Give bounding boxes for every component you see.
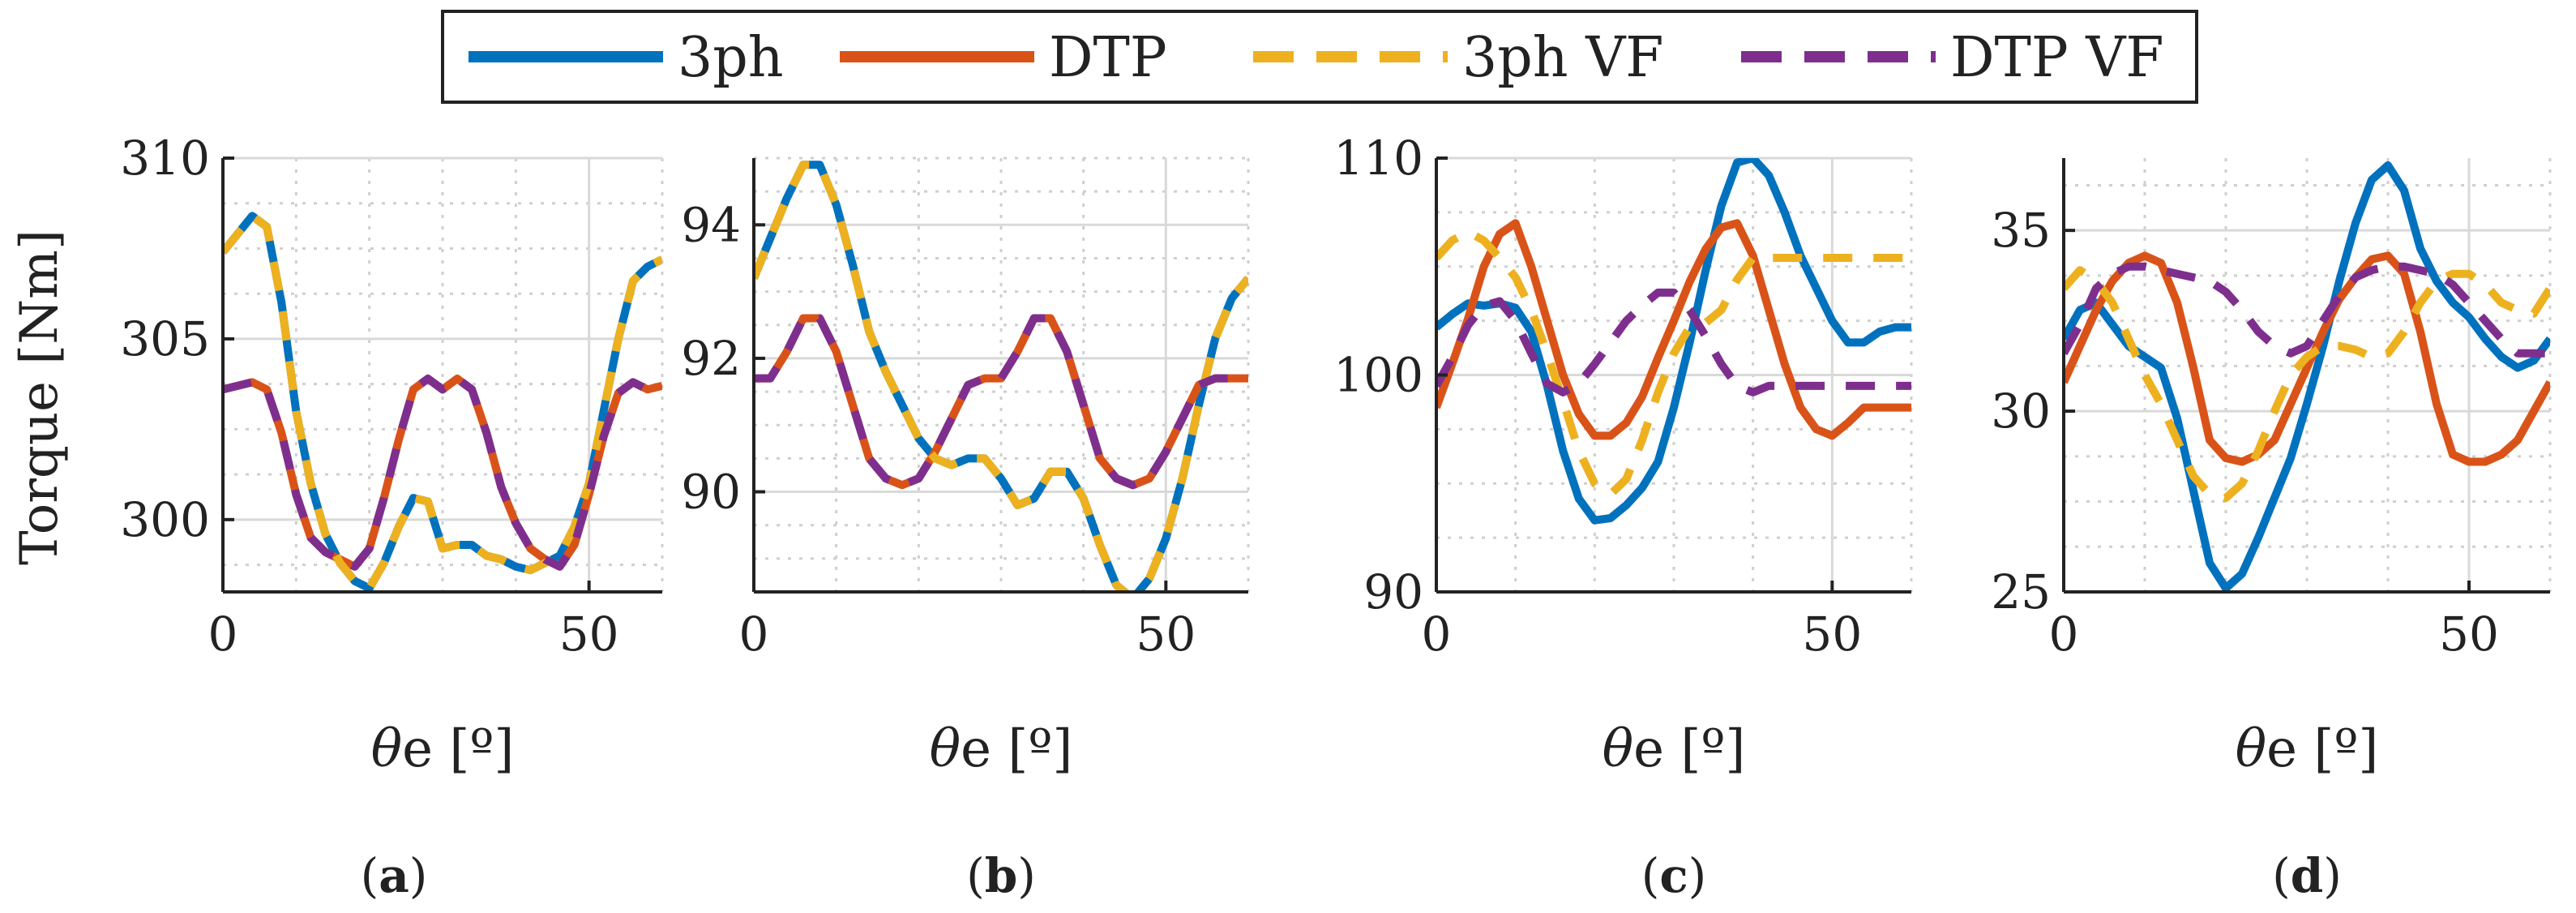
- y-tick-label: 100: [1333, 348, 1423, 403]
- legend-label-3ph: 3ph: [678, 26, 784, 90]
- x-axis-title-symbol: θ: [371, 719, 403, 779]
- series-line-dtp-vf: [754, 314, 1248, 490]
- y-tick-label: 25: [1991, 564, 2051, 619]
- panel-label: (d): [2272, 848, 2342, 903]
- series-line-3ph: [1436, 158, 1911, 525]
- panel-label-close: ): [1688, 848, 1707, 903]
- legend-label-dtp: DTP: [1049, 26, 1167, 90]
- y-tick-label: 90: [681, 465, 741, 520]
- y-tick-label: 94: [681, 197, 741, 252]
- y-axis-title: Torque [Nm]: [10, 229, 70, 565]
- x-axis-title: θe [º]: [2236, 719, 2379, 779]
- series-line-dtp: [2064, 251, 2550, 466]
- x-axis-title: θe [º]: [930, 719, 1073, 779]
- y-tick-label: 310: [120, 131, 210, 186]
- panel-label-letter: c: [1659, 848, 1688, 903]
- x-axis-title-rest: e [º]: [402, 719, 514, 779]
- panel-label: (b): [966, 848, 1036, 903]
- x-tick-label: 50: [1136, 607, 1196, 662]
- panel-label-letter: a: [379, 848, 409, 903]
- panel-label-close: ): [2323, 848, 2342, 903]
- series-line-3ph-vf: [1436, 228, 1911, 499]
- panel-a: 0 50 300 305 310 θe [º] (a): [120, 131, 664, 903]
- legend-label-dtp-vf: DTP VF: [1950, 26, 2164, 90]
- y-tick-label: 35: [1991, 203, 2051, 258]
- series-group: [2064, 161, 2550, 592]
- panel-b: 0 50 90 92 94 θe [º] (b): [681, 156, 1250, 903]
- y-tick-label: 30: [1991, 384, 2051, 439]
- x-axis-title-symbol: θ: [1603, 719, 1634, 779]
- series-line-dtp-vf: [1436, 288, 1911, 396]
- panel-label-close: ): [409, 848, 428, 903]
- panel-d: 0 50 25 30 35 θe [º] (d): [1991, 158, 2552, 903]
- x-tick-label: 0: [1422, 607, 1452, 662]
- x-tick-label: 0: [739, 607, 769, 662]
- panel-label-open: (: [2272, 848, 2291, 903]
- panel-label-open: (: [361, 848, 379, 903]
- x-axis-title-symbol: θ: [2236, 719, 2267, 779]
- series-group: [223, 212, 662, 592]
- x-tick-label: 50: [559, 607, 619, 662]
- series-line-dtp-vf: [223, 375, 662, 571]
- panel-label: (a): [361, 848, 428, 903]
- x-axis-title-rest: e [º]: [2266, 719, 2378, 779]
- panel-c: 0 50 90 100 110 θe [º] (c): [1333, 131, 1913, 903]
- series-line-3ph-vf: [2064, 266, 2550, 503]
- panel-label-letter: d: [2291, 848, 2324, 903]
- x-axis-title-symbol: θ: [930, 719, 961, 779]
- series-line-dtp: [1436, 219, 1911, 440]
- panel-label-open: (: [1641, 848, 1660, 903]
- y-tick-label: 300: [120, 492, 210, 547]
- y-tick-label: 90: [1363, 564, 1423, 619]
- x-tick-label: 0: [208, 607, 238, 662]
- series-group: [754, 161, 1248, 592]
- legend: 3ph DTP 3ph VF DTP VF: [441, 10, 2198, 104]
- panel-label-open: (: [966, 848, 985, 903]
- x-axis-title: θe [º]: [371, 719, 515, 779]
- series-group: [1436, 158, 1911, 525]
- x-tick-label: 50: [2439, 607, 2499, 662]
- x-axis-title-rest: e [º]: [1633, 719, 1745, 779]
- panel-label-close: ): [1017, 848, 1036, 903]
- panel-label-letter: b: [985, 848, 1018, 903]
- series-line-dtp-vf: [2064, 262, 2550, 358]
- series-line-3ph: [2064, 161, 2550, 592]
- x-tick-label: 0: [2049, 607, 2079, 662]
- x-tick-label: 50: [1802, 607, 1862, 662]
- panel-label: (c): [1641, 848, 1707, 903]
- legend-label-3ph-vf: 3ph VF: [1462, 26, 1664, 90]
- y-tick-label: 92: [681, 331, 741, 386]
- x-axis-title: θe [º]: [1603, 719, 1746, 779]
- y-tick-label: 110: [1333, 131, 1423, 186]
- y-tick-label: 305: [120, 311, 210, 366]
- x-axis-title-rest: e [º]: [961, 719, 1072, 779]
- series-line-3ph: [754, 161, 1248, 592]
